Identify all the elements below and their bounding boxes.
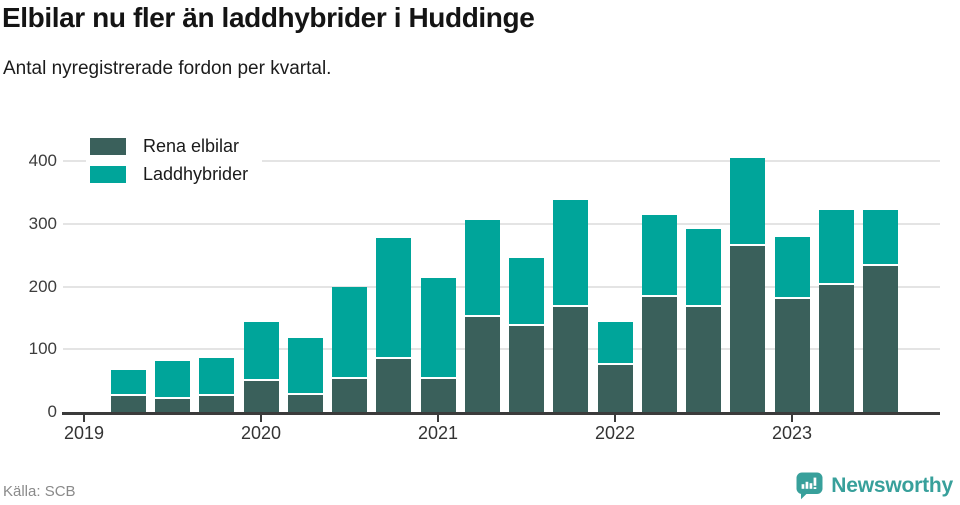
x-axis-tick <box>83 415 85 422</box>
source-note: Källa: SCB <box>3 483 76 500</box>
bar-segment-rena-elbilar <box>818 285 854 412</box>
y-axis-label: 100 <box>28 339 57 359</box>
y-axis-label: 0 <box>47 402 57 421</box>
bar-segment-rena-elbilar <box>730 245 766 412</box>
bar-segment-laddhybrider <box>464 219 500 315</box>
bar-segment-laddhybrider <box>332 287 367 378</box>
x-axis-label: 2019 <box>63 423 105 443</box>
bar-segment-laddhybrider <box>818 210 854 284</box>
legend-label-laddhybrider: Laddhybrider <box>143 163 249 184</box>
legend-label-rena-elbilar: Rena elbilar <box>143 135 240 156</box>
bar-segment-laddhybrider <box>686 229 721 305</box>
bar-segment-rena-elbilar <box>287 395 323 412</box>
bar-segment-rena-elbilar <box>774 299 810 412</box>
bar-segment-rena-elbilar <box>376 359 412 412</box>
x-axis-tick <box>437 415 439 422</box>
chart-subtitle: Antal nyregistrerade fordon per kvartal. <box>3 58 332 79</box>
bar-segment-rena-elbilar <box>686 306 721 412</box>
y-axis-label: 300 <box>28 214 57 233</box>
bar-segment-rena-elbilar <box>155 399 190 412</box>
x-axis-tick <box>791 415 793 422</box>
bar-segment-laddhybrider <box>155 361 190 398</box>
bar-segment-laddhybrider <box>287 338 323 394</box>
bar-segment-rena-elbilar <box>553 306 589 412</box>
gridline-400 <box>63 160 940 163</box>
bar-segment-rena-elbilar <box>597 365 633 412</box>
x-axis-label: 2021 <box>417 423 459 443</box>
bar-segment-laddhybrider <box>730 158 766 244</box>
y-axis-label: 200 <box>28 276 57 296</box>
newsworthy-logo: Newsworthy <box>796 472 953 500</box>
x-axis-tick <box>260 415 262 422</box>
bar-segment-laddhybrider <box>199 357 235 395</box>
bar-segment-laddhybrider <box>774 236 810 298</box>
newsworthy-wordmark: Newsworthy <box>831 474 953 497</box>
gridline-100 <box>63 348 940 351</box>
legend-swatch-laddhybrider <box>90 165 126 183</box>
legend-item-laddhybrider: Laddhybrider <box>90 160 248 188</box>
bar-segment-rena-elbilar <box>863 266 898 412</box>
x-axis-line <box>62 412 940 415</box>
legend: Rena elbilar Laddhybrider <box>86 130 263 192</box>
x-axis-label: 2020 <box>240 423 282 443</box>
chart-title: Elbilar nu fler än laddhybrider i Huddin… <box>2 2 535 33</box>
bar-segment-rena-elbilar <box>332 379 367 412</box>
bar-segment-laddhybrider <box>509 258 544 325</box>
bar-segment-rena-elbilar <box>641 297 677 412</box>
bar-segment-rena-elbilar <box>509 326 544 412</box>
bar-segment-laddhybrider <box>597 322 633 363</box>
bar-segment-laddhybrider <box>553 199 589 305</box>
bar-segment-rena-elbilar <box>199 396 235 412</box>
bar-segment-laddhybrider <box>110 370 146 395</box>
x-axis-label: 2022 <box>594 423 636 443</box>
bar-segment-laddhybrider <box>641 214 677 296</box>
bar-segment-laddhybrider <box>243 321 279 379</box>
newsworthy-speech-bubble-bar-chart-icon <box>796 472 823 500</box>
plot-area: 0 100 200 300 400 2019 2020 2021 2022 2023 <box>29 130 940 443</box>
bar-segment-laddhybrider <box>420 277 456 378</box>
x-axis-tick <box>614 415 616 422</box>
bar-segment-laddhybrider <box>376 238 412 358</box>
x-axis-label: 2023 <box>771 423 813 443</box>
bar-segment-rena-elbilar <box>464 316 500 412</box>
gridline-300 <box>63 223 940 225</box>
legend-item-rena-elbilar: Rena elbilar <box>90 132 248 160</box>
legend-swatch-rena-elbilar <box>90 137 126 155</box>
bar-segment-rena-elbilar <box>110 396 146 412</box>
bar-segment-rena-elbilar <box>243 380 279 412</box>
bar-segment-rena-elbilar <box>420 379 456 412</box>
gridline-200 <box>63 285 940 288</box>
y-axis-label: 400 <box>28 151 57 171</box>
bar-segment-laddhybrider <box>863 210 898 264</box>
